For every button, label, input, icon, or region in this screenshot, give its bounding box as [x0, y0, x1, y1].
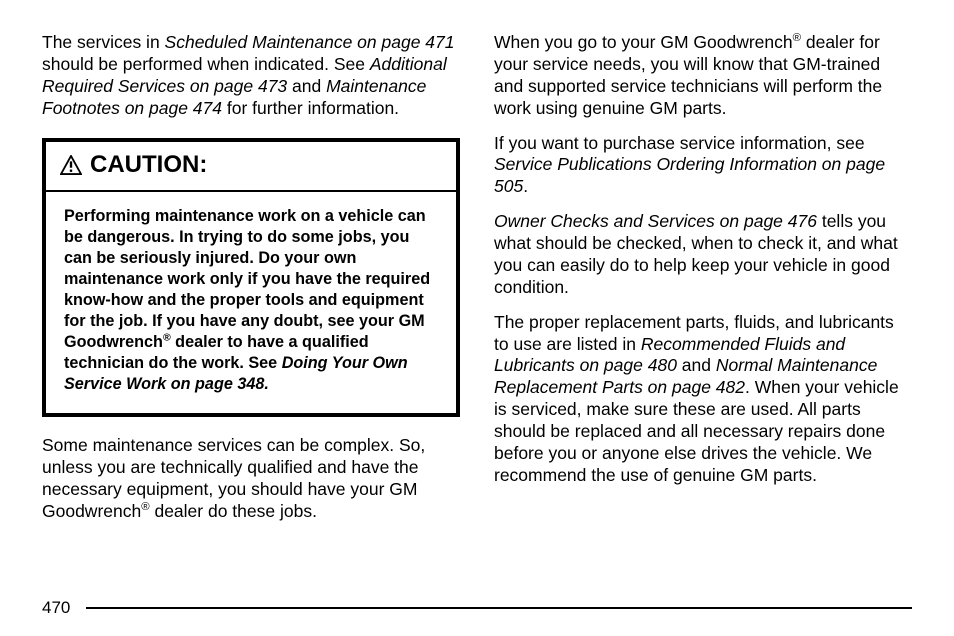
post-text-1b: dealer do these jobs.: [150, 501, 317, 521]
intro-text-2: should be performed when indicated. See: [42, 54, 370, 74]
link-owner-checks: Owner Checks and Services on page 476: [494, 211, 817, 231]
registered-mark: ®: [793, 32, 801, 44]
right-paragraph-4: The proper replacement parts, fluids, an…: [494, 312, 912, 487]
page-number: 470: [42, 598, 70, 618]
p2-text-b: .: [523, 176, 528, 196]
caution-body: Performing maintenance work on a vehicle…: [46, 192, 456, 414]
right-paragraph-3: Owner Checks and Services on page 476 te…: [494, 211, 912, 299]
intro-text-1: The services in: [42, 32, 165, 52]
registered-mark: ®: [141, 501, 149, 513]
caution-header: CAUTION:: [46, 142, 456, 192]
caution-box: CAUTION: Performing maintenance work on …: [42, 138, 460, 418]
caution-body-text-1: Performing maintenance work on a vehicle…: [64, 207, 430, 351]
right-paragraph-2: If you want to purchase service informat…: [494, 133, 912, 199]
warning-triangle-icon: [60, 155, 82, 175]
footer-divider: [86, 607, 912, 609]
link-service-publications: Service Publications Ordering Informatio…: [494, 154, 885, 196]
left-column: The services in Scheduled Maintenance on…: [42, 32, 460, 536]
page-columns: The services in Scheduled Maintenance on…: [42, 32, 912, 536]
post-caution-paragraph: Some maintenance services can be complex…: [42, 435, 460, 523]
registered-mark: ®: [163, 331, 171, 343]
right-paragraph-1: When you go to your GM Goodwrench® deale…: [494, 32, 912, 120]
right-column: When you go to your GM Goodwrench® deale…: [494, 32, 912, 536]
caution-title: CAUTION:: [90, 150, 207, 180]
intro-text-3: and: [287, 76, 326, 96]
p1-text-a: When you go to your GM Goodwrench: [494, 32, 793, 52]
page-footer: 470: [0, 598, 954, 618]
p4-text-b: and: [677, 355, 716, 375]
intro-paragraph: The services in Scheduled Maintenance on…: [42, 32, 460, 120]
link-scheduled-maintenance: Scheduled Maintenance on page 471: [165, 32, 455, 52]
p2-text-a: If you want to purchase service informat…: [494, 133, 865, 153]
intro-text-4: for further information.: [222, 98, 399, 118]
